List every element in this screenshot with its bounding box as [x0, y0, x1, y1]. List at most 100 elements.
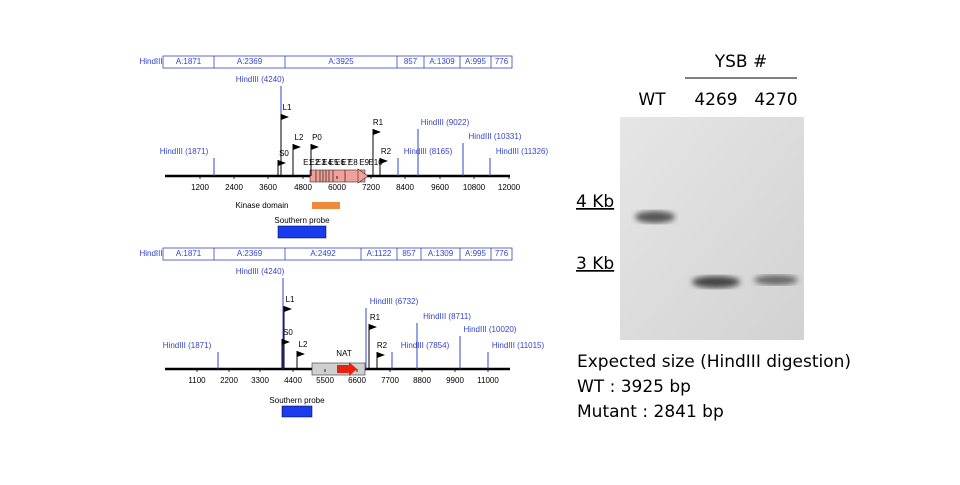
gene-box	[309, 169, 366, 183]
fragment-bar	[162, 247, 513, 261]
hindiii-site: HindIII (11326)	[496, 147, 549, 156]
probe-label: Southern probe	[274, 216, 330, 225]
caption-line: WT : 3925 bp	[577, 377, 691, 397]
primer-flag	[284, 306, 292, 312]
fragment: A:1871	[176, 57, 202, 66]
primer-flag	[369, 324, 377, 330]
hindiii-site: HindIII (1871)	[163, 341, 212, 350]
exon-label: E6	[335, 158, 345, 167]
lane-label: 4270	[754, 90, 797, 110]
axis-tick: 3300	[251, 376, 269, 385]
primer-flag	[293, 144, 301, 150]
axis-tick: 7700	[381, 376, 399, 385]
hindiii-site: HindIII (1871)	[160, 147, 209, 156]
primer: L1	[283, 103, 292, 112]
axis-tick: 9900	[446, 376, 464, 385]
caption-line: Mutant : 2841 bp	[577, 402, 724, 422]
primer: R2	[381, 147, 392, 156]
fragment: 857	[404, 57, 418, 66]
hindiii-site: HindIII (4240)	[236, 267, 285, 276]
hindiii-site: HindIII (10020)	[464, 325, 517, 334]
size-marker: 3 Kb	[576, 254, 614, 274]
fragment: A:1871	[176, 249, 202, 258]
probe-box	[277, 225, 327, 239]
fragment-bar	[162, 55, 513, 69]
primer-flag	[282, 339, 290, 345]
exon-label: E2	[310, 158, 320, 167]
fragment: A:3925	[328, 57, 354, 66]
fragment: A:1309	[428, 249, 454, 258]
hindiii-site: HindIII (9022)	[421, 118, 470, 127]
hindiii-site: HindIII (8165)	[404, 147, 453, 156]
hindiii-site: HindIII (11015)	[492, 341, 545, 350]
primer-flag	[311, 144, 319, 150]
exon-label: E5	[329, 158, 339, 167]
axis-tick: 3600	[259, 183, 277, 192]
gel-band	[754, 275, 798, 285]
primer-flag	[377, 352, 385, 358]
fragment: 857	[402, 249, 416, 258]
exon-label: E7	[342, 158, 352, 167]
fragment: 776	[495, 249, 509, 258]
primer: S0	[283, 328, 293, 337]
fragment: A:995	[465, 249, 486, 258]
primer-flag	[278, 160, 286, 166]
fragment-label: HindIII	[139, 57, 162, 66]
primer: L1	[286, 295, 295, 304]
hindiii-site: HindIII (8711)	[423, 312, 471, 321]
axis-tick: 6000	[328, 183, 346, 192]
primer: L2	[299, 340, 308, 349]
exon-label: E3	[316, 158, 326, 167]
gel-band	[692, 276, 740, 288]
axis-tick: 2400	[225, 183, 243, 192]
axis-tick: 4800	[294, 183, 312, 192]
axis-tick: 2200	[220, 376, 238, 385]
fragment: A:2369	[237, 249, 263, 258]
hindiii-site: HindIII (10331)	[469, 132, 522, 141]
exon-label: E1	[303, 158, 313, 167]
fragment: A:2492	[310, 249, 336, 258]
hindiii-site: HindIII (7854)	[401, 341, 450, 350]
group-label: YSB #	[714, 52, 768, 72]
gel-band	[635, 211, 675, 223]
axis-tick: 8400	[396, 183, 414, 192]
axis-tick: 9600	[431, 183, 449, 192]
axis-tick: 12000	[498, 183, 521, 192]
gene-arrow	[357, 168, 369, 184]
primer: P0	[312, 133, 322, 142]
axis-tick: 7200	[362, 183, 380, 192]
axis-tick: 6600	[348, 376, 366, 385]
primer-flag	[297, 351, 305, 357]
domain-label: Kinase domain	[236, 201, 289, 210]
fragment-label: HindIII	[139, 249, 162, 258]
axis-tick: 1100	[188, 376, 206, 385]
probe-label: Southern probe	[269, 396, 325, 405]
fragment: A:995	[465, 57, 486, 66]
primer: R1	[373, 118, 384, 127]
axis-tick: 1200	[191, 183, 209, 192]
marker-label: NAT	[336, 349, 352, 358]
primer: S0	[279, 149, 289, 158]
hindiii-site: HindIII (4240)	[236, 75, 285, 84]
exon-marks	[315, 170, 346, 182]
fragment: 776	[495, 57, 509, 66]
size-marker: 4 Kb	[576, 192, 614, 212]
exon-label: E4	[322, 158, 332, 167]
primer: R1	[370, 313, 381, 322]
axis-tick: 11000	[477, 376, 499, 385]
fragment: A:2369	[237, 57, 263, 66]
caption-line: Expected size (HindIII digestion)	[577, 352, 851, 372]
exon-label: E10	[368, 158, 383, 167]
lane-label: WT	[638, 90, 666, 110]
fragment: A:1122	[367, 249, 392, 258]
primer: L2	[295, 133, 304, 142]
axis-tick: 8800	[413, 376, 431, 385]
axis-tick: 5500	[316, 376, 334, 385]
gel-image	[620, 117, 804, 340]
primer: R2	[377, 341, 388, 350]
fragment: A:1309	[429, 57, 455, 66]
kinase-domain-bar	[312, 202, 340, 209]
axis-tick: 10800	[463, 183, 486, 192]
probe-box	[281, 405, 313, 418]
